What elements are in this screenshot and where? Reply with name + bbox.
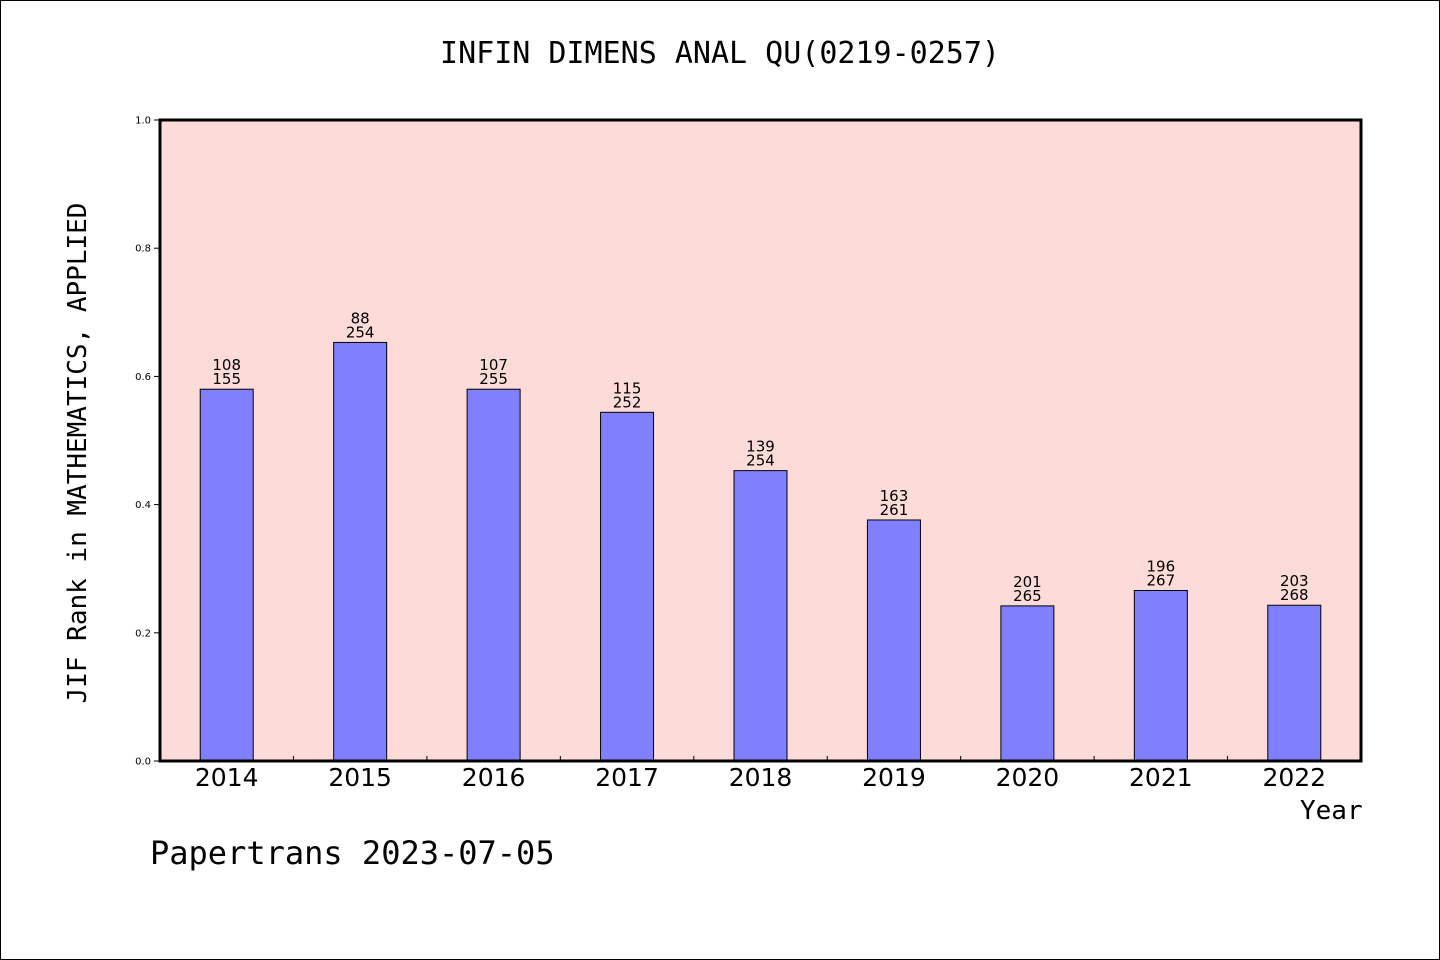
bar-rank-label: 139 xyxy=(746,438,775,456)
bar-total-label: 252 xyxy=(613,393,642,411)
bar-total-label: 155 xyxy=(212,370,241,388)
bar xyxy=(1000,605,1055,762)
footer-credit: Papertrans 2023-07-05 xyxy=(150,834,555,872)
chart-title: INFIN DIMENS ANAL QU(0219-0257) xyxy=(440,36,1000,71)
bar xyxy=(466,388,521,762)
bar xyxy=(333,341,388,762)
bar-rank-label: 107 xyxy=(479,356,508,374)
y-tick-label: 0.0 xyxy=(135,757,151,768)
y-tick-label: 1.0 xyxy=(135,116,151,127)
x-axis-label: Year xyxy=(1300,796,1363,826)
bar-rank-label: 196 xyxy=(1147,557,1176,575)
x-tick-label: 2021 xyxy=(1129,763,1193,792)
bar-rank-label: 115 xyxy=(613,379,642,397)
bar-total-label: 267 xyxy=(1147,571,1176,589)
x-tick-label: 2018 xyxy=(729,763,793,792)
bar-series xyxy=(199,341,1322,762)
y-tick-label: 0.8 xyxy=(135,244,151,255)
x-tick-label: 2017 xyxy=(595,763,659,792)
x-tick-label: 2014 xyxy=(195,763,259,792)
plot-border xyxy=(158,118,1363,763)
bar-total-label: 254 xyxy=(746,452,775,470)
bar-rank-label: 201 xyxy=(1013,573,1042,591)
bar-total-label: 261 xyxy=(880,501,909,519)
y-tick-label: 0.2 xyxy=(135,628,151,639)
bar xyxy=(1133,589,1188,762)
x-tick-label: 2022 xyxy=(1262,763,1326,792)
bar xyxy=(199,388,254,762)
x-tick-label: 2015 xyxy=(328,763,392,792)
bar-total-label: 254 xyxy=(346,323,375,341)
x-tick-label: 2019 xyxy=(862,763,926,792)
y-tick-label: 0.6 xyxy=(135,372,151,383)
x-tick-label: 2020 xyxy=(996,763,1060,792)
x-axis: 2014 2015 2016 2017 2018 2019 2020 2021 2022 xyxy=(195,756,1326,792)
bar-total-label: 268 xyxy=(1280,586,1309,604)
data-labels: 1081558825410725511525213925416326120126… xyxy=(212,309,1308,604)
x-tick-label: 2016 xyxy=(462,763,526,792)
y-axis: 0.0 0.2 0.4 0.6 0.8 1.0 xyxy=(135,116,160,768)
bar-rank-label: 203 xyxy=(1280,572,1309,590)
y-tick-label: 0.4 xyxy=(135,500,151,511)
bar xyxy=(1267,604,1322,762)
bar-total-label: 255 xyxy=(479,370,508,388)
bar xyxy=(733,470,788,762)
bar xyxy=(866,519,921,762)
bar-rank-label: 163 xyxy=(880,487,909,505)
bar xyxy=(600,411,655,762)
bar-rank-label: 108 xyxy=(212,356,241,374)
bar-rank-label: 88 xyxy=(351,309,370,327)
bar-total-label: 265 xyxy=(1013,587,1042,605)
